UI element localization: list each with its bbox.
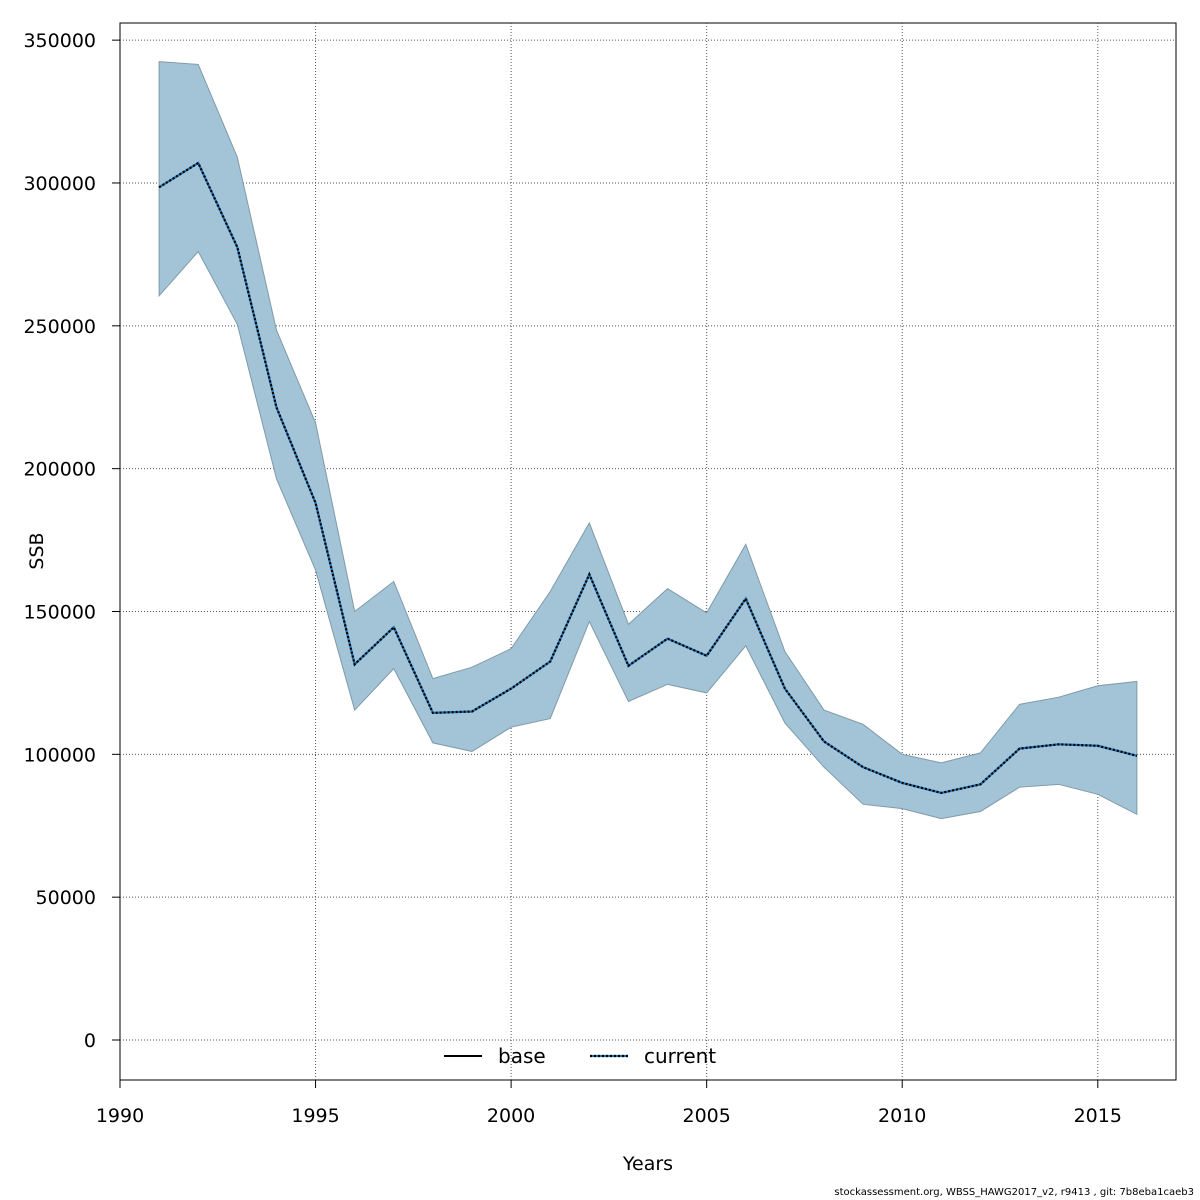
legend: base current bbox=[444, 1044, 716, 1068]
x-tick-label: 2010 bbox=[878, 1105, 926, 1127]
axes: 1990 1995 2000 2005 2010 2015 0 50000 100000 1500… bbox=[23, 30, 1121, 1127]
y-tick-label: 350000 bbox=[23, 30, 96, 52]
y-tick-label: 250000 bbox=[23, 316, 96, 338]
y-axis-title: SSB bbox=[26, 532, 48, 569]
series-lines-layer bbox=[158, 161, 1138, 795]
x-axis-title: Years bbox=[622, 1153, 673, 1175]
grid-lines bbox=[120, 23, 1176, 1080]
y-tick-label: 150000 bbox=[23, 601, 96, 623]
x-tick-label: 2000 bbox=[487, 1105, 535, 1127]
legend-label-current: current bbox=[644, 1044, 716, 1068]
legend-label-base: base bbox=[498, 1044, 546, 1068]
y-tick-label: 0 bbox=[84, 1030, 96, 1052]
y-tick-label: 100000 bbox=[23, 744, 96, 766]
y-tick-label: 50000 bbox=[36, 887, 96, 909]
confidence-band bbox=[158, 61, 1138, 820]
x-tick-label: 1995 bbox=[291, 1105, 339, 1127]
y-tick-label: 300000 bbox=[23, 173, 96, 195]
plot-area-frame bbox=[119, 22, 1177, 1081]
confidence-band-layer bbox=[158, 61, 1138, 820]
series-line-current bbox=[158, 161, 1138, 795]
y-tick-label: 200000 bbox=[23, 459, 96, 481]
x-tick-label: 1990 bbox=[96, 1105, 144, 1127]
footer-credit: stockassessment.org, WBSS_HAWG2017_v2, r… bbox=[834, 1187, 1194, 1198]
x-tick-label: 2005 bbox=[682, 1105, 730, 1127]
x-tick-label: 2015 bbox=[1074, 1105, 1122, 1127]
